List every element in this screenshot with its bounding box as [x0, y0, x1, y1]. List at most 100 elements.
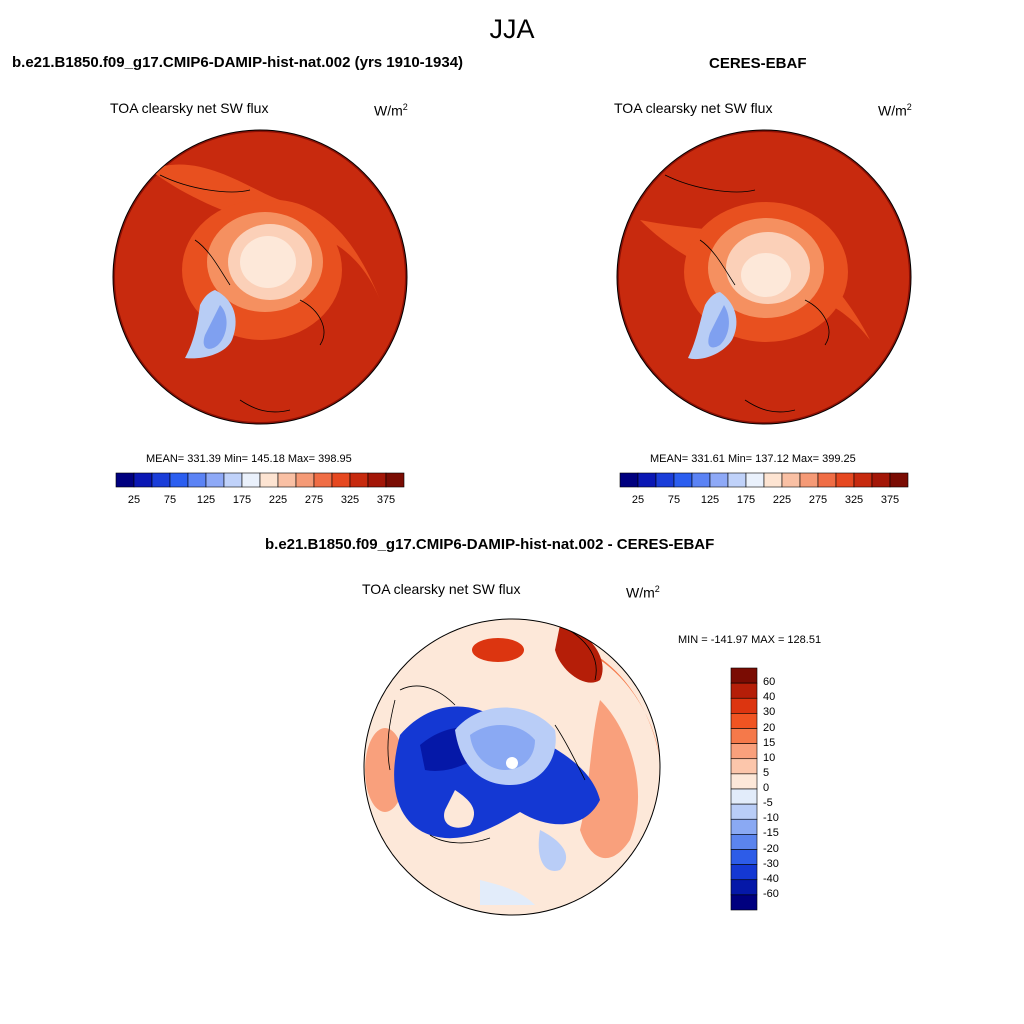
colorbar-box: [730, 879, 758, 896]
colorbar-box: [295, 472, 315, 488]
colorbar-box: [730, 849, 758, 865]
colorbar-label: 125: [196, 494, 216, 506]
colorbar-box: [727, 472, 747, 488]
colorbar-label: -10: [763, 812, 779, 825]
colorbar-label: 75: [667, 494, 681, 506]
colorbar-box: [730, 682, 758, 699]
difference-polar-map: [364, 619, 660, 915]
diff-case-title: b.e21.B1850.f09_g17.CMIP6-DAMIP-hist-nat…: [265, 536, 715, 553]
diff-stats: MIN = -141.97 MAX = 128.51: [678, 634, 822, 646]
right-colorbar: [619, 472, 909, 488]
colorbar-box: [730, 803, 758, 820]
colorbar-label: 25: [631, 494, 645, 506]
colorbar-label: 25: [127, 494, 141, 506]
colorbar-box: [241, 472, 261, 488]
colorbar-box: [331, 472, 351, 488]
left-case-title: b.e21.B1850.f09_g17.CMIP6-DAMIP-hist-nat…: [12, 54, 464, 71]
difference-colorbar: [730, 667, 758, 911]
colorbar-box: [385, 472, 405, 488]
left-variable-label: TOA clearsky net SW flux: [110, 100, 269, 116]
right-case-title: CERES-EBAF: [709, 55, 807, 72]
colorbar-box: [115, 472, 135, 488]
colorbar-label: 10: [763, 751, 776, 764]
left-polar-map: [113, 130, 407, 424]
colorbar-box: [730, 758, 758, 775]
colorbar-box: [637, 472, 657, 488]
colorbar-box: [187, 472, 207, 488]
diff-colorbar-labels: 60 40 30 20 15 10 5 0 -5 -10 -15 -20 -30 -40 -60: [763, 668, 803, 910]
colorbar-box: [691, 472, 711, 488]
colorbar-box: [619, 472, 639, 488]
colorbar-box: [655, 472, 675, 488]
colorbar-label: 5: [763, 766, 770, 779]
colorbar-box: [151, 472, 171, 488]
colorbar-label: 30: [763, 706, 776, 719]
colorbar-box: [817, 472, 837, 488]
diff-units: W/m2: [626, 584, 660, 601]
colorbar-label: 20: [763, 721, 776, 734]
colorbar-box: [730, 728, 758, 744]
colorbar-label: 60: [763, 676, 776, 689]
colorbar-box: [313, 472, 333, 488]
left-colorbar-labels: 25 75 125 175 225 275 325 375: [116, 494, 404, 508]
left-stats: MEAN= 331.39 Min= 145.18 Max= 398.95: [146, 453, 352, 465]
colorbar-label: 40: [763, 691, 776, 704]
left-units: W/m2: [374, 102, 408, 119]
colorbar-label: -30: [763, 857, 779, 870]
colorbar-box: [835, 472, 855, 488]
colorbar-box: [889, 472, 909, 488]
colorbar-box: [367, 472, 387, 488]
colorbar-box: [871, 472, 891, 488]
colorbar-box: [730, 864, 758, 881]
colorbar-box: [673, 472, 693, 488]
colorbar-label: 225: [268, 494, 288, 506]
colorbar-box: [853, 472, 873, 488]
colorbar-label: 325: [844, 494, 864, 506]
colorbar-label: 75: [163, 494, 177, 506]
diff-variable-label: TOA clearsky net SW flux: [362, 581, 521, 597]
colorbar-box: [730, 818, 758, 835]
colorbar-box: [730, 894, 758, 911]
colorbar-box: [730, 788, 758, 805]
colorbar-box: [763, 472, 783, 488]
right-colorbar-labels: 25 75 125 175 225 275 325 375: [620, 494, 908, 508]
colorbar-box: [745, 472, 765, 488]
colorbar-label: 375: [880, 494, 900, 506]
colorbar-box: [259, 472, 279, 488]
colorbar-box: [730, 667, 758, 684]
colorbar-label: 175: [232, 494, 252, 506]
colorbar-box: [730, 773, 758, 790]
colorbar-label: 225: [772, 494, 792, 506]
colorbar-label: -60: [763, 887, 779, 900]
right-variable-label: TOA clearsky net SW flux: [614, 100, 773, 116]
right-polar-map: [617, 130, 911, 424]
colorbar-box: [223, 472, 243, 488]
right-stats: MEAN= 331.61 Min= 137.12 Max= 399.25: [650, 453, 856, 465]
colorbar-label: -5: [763, 797, 773, 810]
colorbar-label: 275: [304, 494, 324, 506]
colorbar-label: 0: [763, 782, 770, 794]
colorbar-box: [781, 472, 801, 488]
colorbar-box: [730, 713, 758, 729]
colorbar-box: [169, 472, 189, 488]
colorbar-box: [730, 834, 758, 850]
colorbar-box: [349, 472, 369, 488]
colorbar-box: [730, 697, 758, 714]
right-units: W/m2: [878, 102, 912, 119]
colorbar-label: 275: [808, 494, 828, 506]
colorbar-box: [799, 472, 819, 488]
colorbar-box: [133, 472, 153, 488]
main-title: JJA: [489, 14, 535, 44]
colorbar-label: 125: [700, 494, 720, 506]
colorbar-box: [730, 743, 758, 760]
left-colorbar: [115, 472, 405, 488]
colorbar-label: -40: [763, 872, 779, 885]
colorbar-label: -20: [763, 842, 779, 855]
colorbar-box: [205, 472, 225, 488]
colorbar-label: 375: [376, 494, 396, 506]
colorbar-label: 175: [736, 494, 756, 506]
colorbar-box: [277, 472, 297, 488]
colorbar-label: -15: [763, 827, 779, 840]
colorbar-label: 325: [340, 494, 360, 506]
